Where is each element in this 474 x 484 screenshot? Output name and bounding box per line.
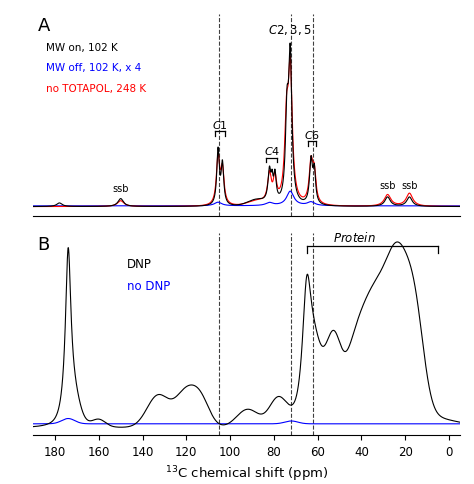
Text: MW off, 102 K, x 4: MW off, 102 K, x 4 [46,63,141,73]
Text: B: B [37,235,50,253]
Text: $Protein$: $Protein$ [333,230,376,244]
Text: MW on, 102 K: MW on, 102 K [46,43,118,53]
Text: A: A [37,16,50,34]
Text: $C6$: $C6$ [304,128,320,140]
Text: ssb: ssb [401,181,418,191]
X-axis label: $^{13}$C chemical shift (ppm): $^{13}$C chemical shift (ppm) [165,464,328,484]
Text: DNP: DNP [127,257,152,271]
Text: no TOTAPOL, 248 K: no TOTAPOL, 248 K [46,83,146,93]
Text: ssb: ssb [112,183,129,193]
Text: $C2,3,5$: $C2,3,5$ [268,23,312,37]
Text: no DNP: no DNP [127,280,170,293]
Text: $C4$: $C4$ [264,145,280,156]
Text: $C1$: $C1$ [212,119,228,130]
Text: ssb: ssb [379,181,396,191]
